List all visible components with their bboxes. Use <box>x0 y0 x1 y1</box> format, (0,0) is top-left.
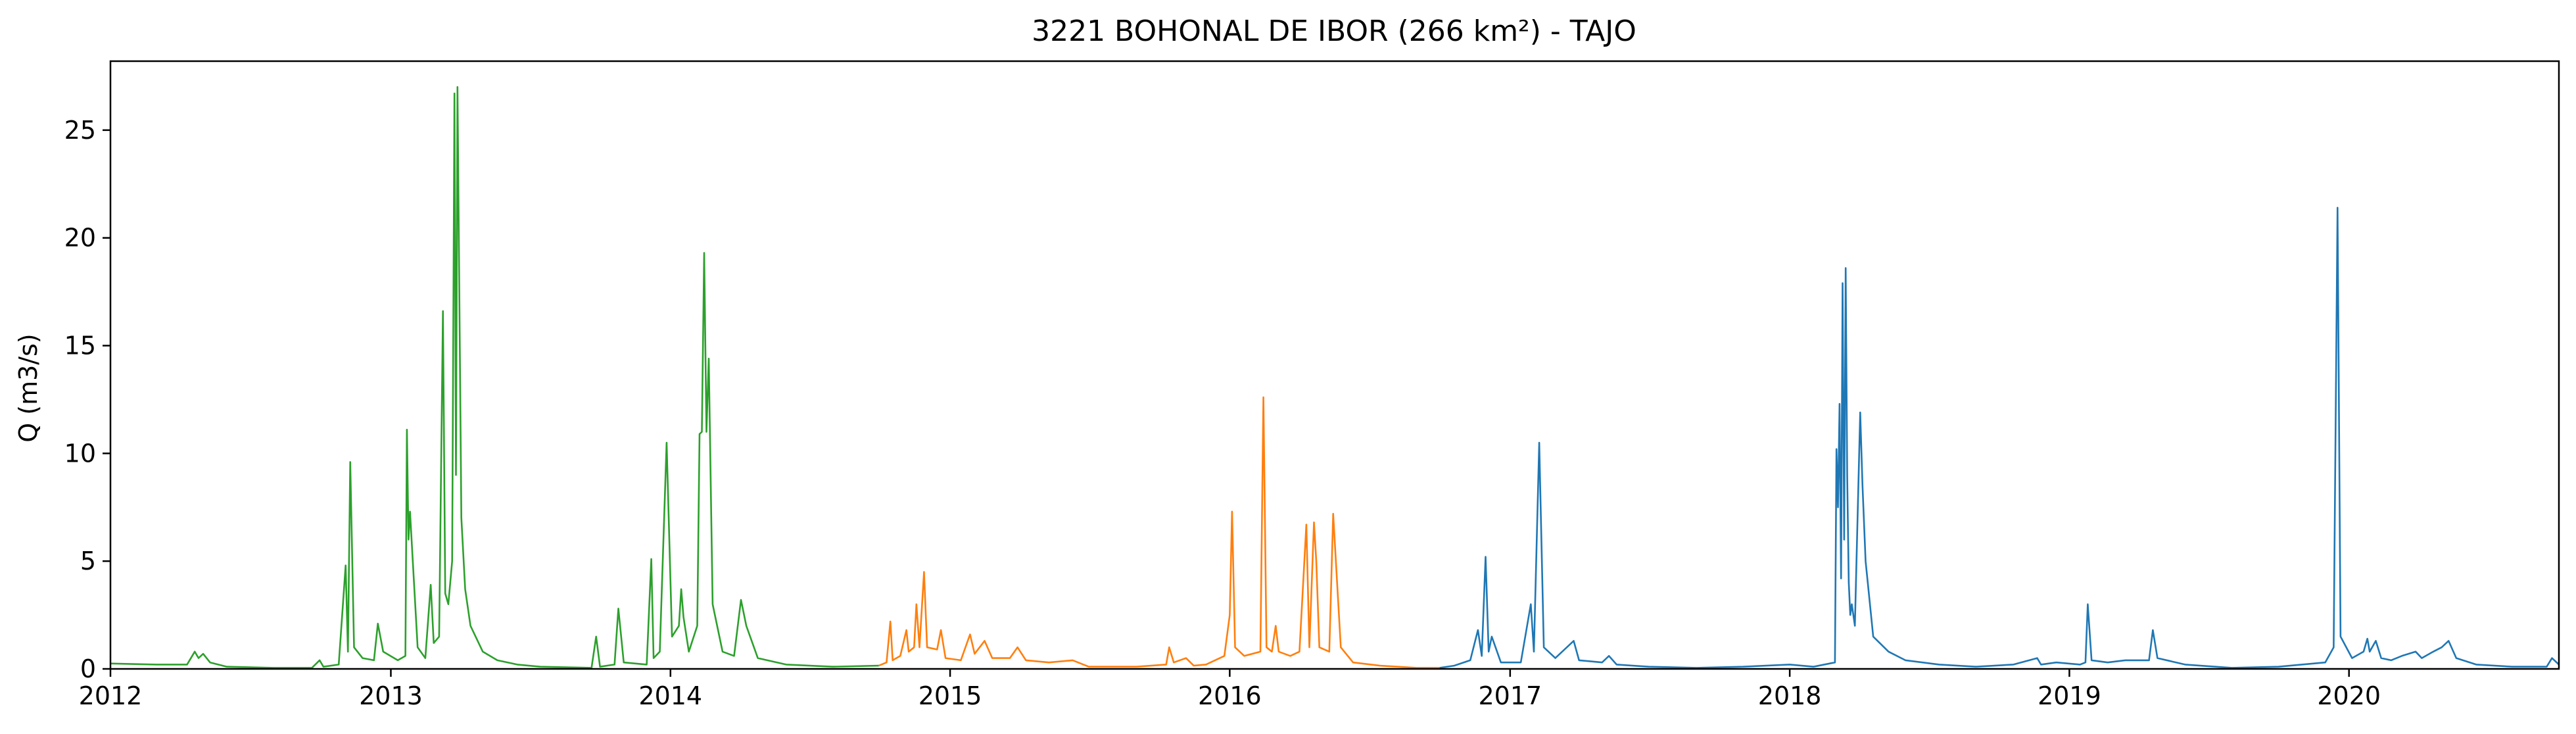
x-tick-label: 2019 <box>2038 681 2101 710</box>
x-tick-label: 2017 <box>1478 681 1542 710</box>
y-tick-label: 0 <box>80 654 96 683</box>
x-tick-label: 2013 <box>359 681 423 710</box>
y-tick-label: 10 <box>64 439 96 468</box>
y-tick-label: 15 <box>64 331 96 360</box>
series-layer <box>110 86 2560 669</box>
series-line-1 <box>110 86 879 669</box>
x-tick-label: 2016 <box>1198 681 1262 710</box>
chart-title: 3221 BOHONAL DE IBOR (266 km²) - TAJO <box>1032 14 1636 48</box>
y-tick-label: 20 <box>64 224 96 253</box>
y-tick-label: 5 <box>80 547 96 575</box>
axes-layer: 0 5 10 15 20 25 2012 2013 2014 2015 2016 2017 2018 20… <box>64 116 2381 710</box>
series-line-2 <box>878 396 1440 669</box>
x-tick-label: 2015 <box>918 681 982 710</box>
plot-frame <box>109 60 2560 670</box>
y-tick-label: 25 <box>64 116 96 145</box>
y-axis-label: Q (m3/s) <box>14 333 43 442</box>
x-tick-label: 2018 <box>1758 681 1822 710</box>
x-tick-label: 2020 <box>2317 681 2381 710</box>
x-tick-label: 2012 <box>79 681 143 710</box>
series-line-3 <box>1439 207 2560 669</box>
x-tick-label: 2014 <box>638 681 702 710</box>
